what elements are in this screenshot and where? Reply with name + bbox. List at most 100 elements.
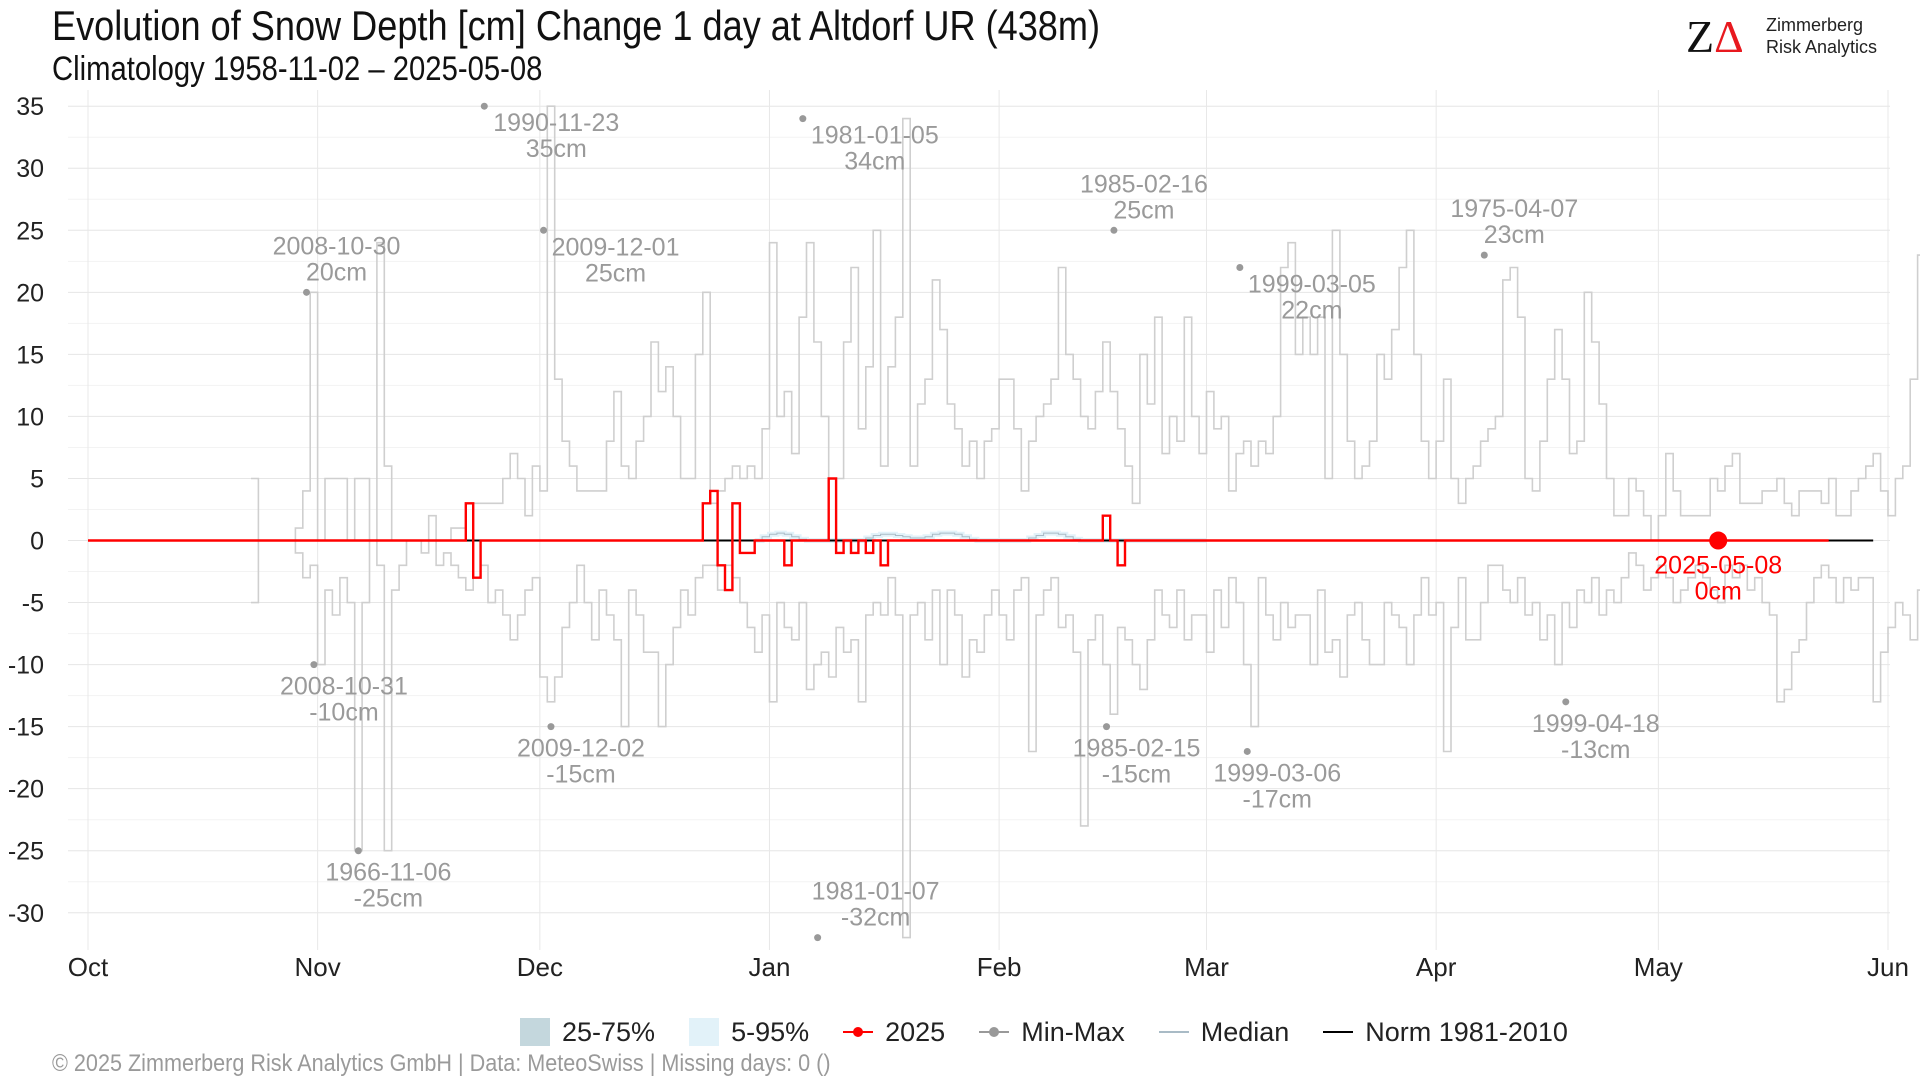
- chart-legend: 25-75% 5-95% 2025 Min-Max Median Norm 1981-20…: [520, 1012, 1602, 1052]
- legend-label: 2025: [885, 1016, 946, 1047]
- extreme-point: [540, 226, 548, 234]
- y-tick-label: 15: [16, 341, 44, 369]
- annotation-value: 23cm: [1484, 221, 1545, 249]
- annotation-date: 1985-02-15: [1073, 735, 1201, 763]
- logo-text: Zimmerberg Risk Analytics: [1766, 14, 1877, 58]
- extreme-point: [1236, 264, 1244, 272]
- legend-item: Min-Max: [979, 1017, 1125, 1048]
- x-tick-label: Nov: [295, 952, 341, 982]
- y-tick-label: -10: [8, 652, 44, 680]
- annotation-date: 2008-10-31: [280, 673, 408, 701]
- y-tick-label: 5: [30, 465, 44, 493]
- extreme-point: [354, 847, 362, 855]
- annotations-layer: 2008-10-3020cm2008-10-31-10cm1966-11-06-…: [273, 102, 1782, 942]
- minmax-min-line: [251, 539, 1920, 939]
- legend-label: Min-Max: [1021, 1016, 1125, 1047]
- extreme-point: [310, 661, 318, 669]
- annotation-value: -32cm: [841, 904, 910, 932]
- extreme-point: [1480, 251, 1488, 259]
- annotation-date: 1981-01-05: [811, 122, 939, 150]
- x-tick-label: Mar: [1184, 952, 1229, 982]
- legend-swatch: [979, 1018, 1010, 1046]
- footer-credit: © 2025 Zimmerberg Risk Analytics GmbH | …: [52, 1050, 831, 1077]
- annotation-date: 1966-11-06: [325, 859, 451, 887]
- legend-item: Norm 1981-2010: [1323, 1017, 1568, 1048]
- extreme-point: [814, 934, 822, 942]
- annotation-date: 2008-10-30: [273, 232, 401, 260]
- chart-title: Evolution of Snow Depth [cm] Change 1 da…: [52, 2, 1101, 49]
- legend-label: Median: [1200, 1016, 1290, 1047]
- annotation-value: -13cm: [1561, 736, 1630, 764]
- y-tick-label: -5: [22, 590, 44, 618]
- annotation-date: 1999-03-06: [1213, 759, 1341, 787]
- annotation-value: 20cm: [306, 258, 367, 286]
- annotation-value: -10cm: [309, 699, 378, 727]
- legend-item: Median: [1158, 1016, 1290, 1048]
- snow-depth-chart: 35 30 25 20 15 10 5 0 -5 -10 -15 -20 -25 -30 Oct Nov De…: [8, 90, 1920, 982]
- y-tick-label: 10: [16, 403, 44, 431]
- extreme-point: [303, 288, 311, 296]
- annotation-date: 2009-12-01: [552, 233, 680, 261]
- x-axis-ticks: Oct Nov Dec Jan Feb Mar Apr May Jun: [68, 952, 1909, 982]
- current-value-label: 0cm: [1695, 578, 1742, 606]
- x-tick-label: Oct: [68, 952, 109, 982]
- series-layer: [88, 105, 1920, 939]
- annotation-date: 1981-01-07: [812, 878, 940, 906]
- legend-swatch: [689, 1018, 720, 1046]
- annotation-value: 34cm: [844, 148, 905, 176]
- y-tick-label: -20: [8, 776, 44, 804]
- x-tick-label: Feb: [977, 952, 1022, 982]
- annotation-date: 1985-02-16: [1080, 170, 1208, 198]
- legend-item: 2025: [843, 1017, 945, 1048]
- annotation-date: 2009-12-02: [517, 735, 645, 763]
- legend-label: 5-95%: [731, 1016, 810, 1047]
- logo-line-2: Risk Analytics: [1766, 37, 1878, 57]
- x-tick-label: Jan: [749, 952, 791, 982]
- legend-label: Norm 1981-2010: [1365, 1016, 1568, 1047]
- legend-swatch: [520, 1018, 550, 1046]
- y-tick-label: -30: [8, 900, 44, 928]
- grid-lines: [68, 90, 1890, 950]
- y-tick-label: -25: [8, 838, 44, 866]
- annotation-value: -17cm: [1243, 785, 1312, 813]
- legend-swatch: [843, 1018, 874, 1046]
- y-tick-label: 25: [16, 217, 44, 245]
- annotation-value: -15cm: [546, 761, 615, 789]
- extreme-point: [799, 115, 807, 123]
- minmax-max-line: [251, 105, 1920, 542]
- y-tick-label: 20: [16, 279, 44, 307]
- logo-z-glyph: Z: [1686, 11, 1715, 62]
- annotation-date: 1999-03-05: [1248, 271, 1376, 299]
- y-tick-label: 30: [16, 155, 44, 183]
- annotation-date: 1975-04-07: [1450, 195, 1578, 223]
- current-date-label: 2025-05-08: [1654, 552, 1782, 580]
- annotation-value: 25cm: [585, 259, 646, 287]
- logo-delta-glyph: Δ: [1714, 11, 1744, 62]
- y-tick-label: -15: [8, 714, 44, 742]
- extreme-point: [1110, 226, 1118, 234]
- extreme-point: [1103, 723, 1111, 731]
- legend-swatch: [1323, 1018, 1354, 1046]
- logo-mark: ZΔ: [1686, 10, 1744, 63]
- annotation-date: 1990-11-23: [493, 109, 619, 137]
- x-tick-label: May: [1634, 952, 1683, 982]
- x-tick-label: Dec: [517, 952, 563, 982]
- annotation-value: 22cm: [1281, 297, 1342, 325]
- legend-item: 25-75%: [520, 1017, 655, 1048]
- legend-label: 25-75%: [562, 1016, 656, 1047]
- y-tick-label: 0: [30, 528, 44, 556]
- annotation-date: 1999-04-18: [1532, 710, 1660, 738]
- legend-swatch: [1158, 1018, 1189, 1046]
- annotation-value: 35cm: [526, 135, 587, 163]
- annotation-value: 25cm: [1113, 196, 1174, 224]
- chart-subtitle: Climatology 1958-11-02 – 2025-05-08: [52, 50, 543, 88]
- current-year-line: [88, 477, 1829, 592]
- logo-line-1: Zimmerberg: [1766, 15, 1864, 35]
- annotation-value: -25cm: [354, 885, 423, 913]
- extreme-point: [1243, 747, 1251, 755]
- current-day-marker: [1709, 531, 1728, 550]
- extreme-point: [480, 102, 488, 110]
- y-axis-ticks: 35 30 25 20 15 10 5 0 -5 -10 -15 -20 -25 -30: [8, 93, 44, 928]
- extreme-point: [547, 723, 555, 731]
- company-logo: ZΔ Zimmerberg Risk Analytics: [1686, 10, 1896, 62]
